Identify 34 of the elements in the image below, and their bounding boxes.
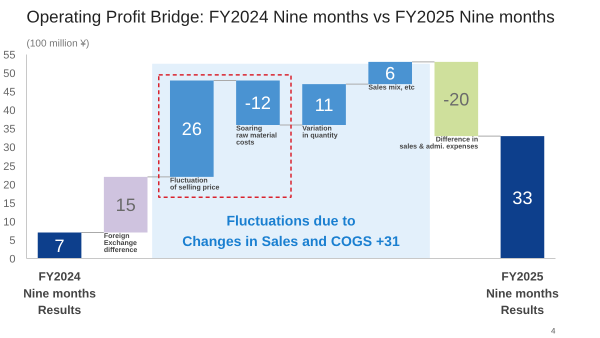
data-label: -12 [244, 93, 271, 114]
bar [302, 84, 346, 125]
x-tick-label: FY2024 Nine months Results [23, 270, 96, 318]
x-tick-label: FY2025 Nine months Results [486, 270, 560, 318]
y-tick-label: 5 [9, 234, 16, 247]
data-label: 6 [385, 64, 396, 84]
y-tick-label: 10 [3, 216, 16, 228]
y-tick-label: 15 [3, 198, 16, 210]
y-tick-label: 0 [9, 254, 16, 266]
y-axis-title: (100 million ¥) [26, 38, 90, 50]
data-label: -20 [443, 90, 470, 110]
data-label: 33 [512, 188, 532, 208]
bar [104, 176, 148, 233]
data-label: 7 [54, 236, 65, 256]
y-tick-label: 20 [3, 179, 16, 192]
bar [500, 136, 544, 258]
text: 4 [551, 326, 556, 336]
bar [170, 80, 214, 177]
bar [236, 80, 280, 125]
data-label: 11 [314, 95, 334, 116]
y-tick-label: 45 [3, 86, 16, 99]
band-label: Fluctuations due to Changes in Sales and COGS +31 [182, 212, 400, 250]
chart-title: Operating Profit Bridge: FY2024 Nine months vs FY2025 Nine months [26, 8, 555, 26]
y-tick-label: 35 [3, 124, 16, 136]
bar [368, 62, 412, 84]
y-tick-label: 30 [3, 142, 16, 154]
bar [434, 62, 478, 136]
y-tick-label: 25 [3, 160, 16, 173]
data-label: 15 [116, 195, 136, 216]
y-tick-label: 40 [3, 105, 16, 118]
data-label: 26 [182, 119, 202, 140]
y-tick-label: 55 [3, 50, 16, 62]
y-tick-label: 50 [3, 68, 16, 80]
bar [38, 232, 82, 258]
